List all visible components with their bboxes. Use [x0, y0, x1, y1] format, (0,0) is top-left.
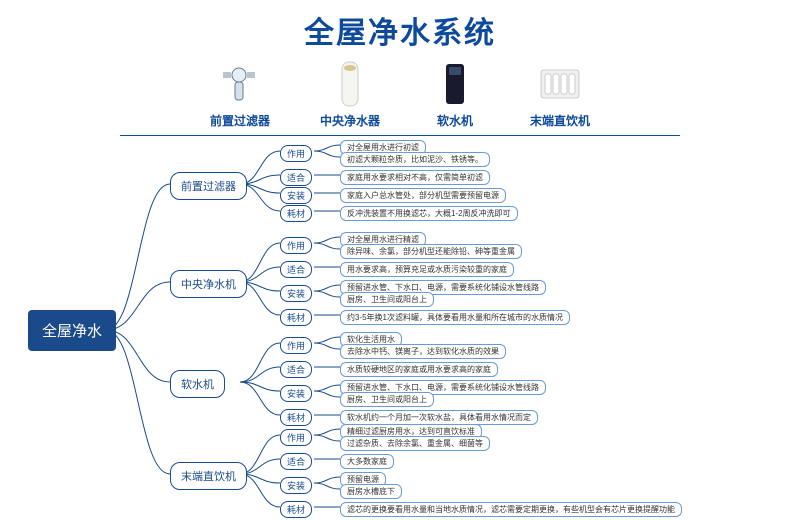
leaf-node: 去除水中钙、镁离子，达到软化水质的效果	[340, 344, 506, 359]
product-label: 末端直饮机	[530, 112, 590, 129]
divider	[120, 135, 680, 136]
attr-node: 作用	[280, 429, 312, 446]
softener-icon	[430, 58, 480, 108]
terminal-icon	[535, 58, 585, 108]
attr-node: 安装	[280, 385, 312, 402]
attr-node: 安装	[280, 285, 312, 302]
leaf-node: 初滤大颗粒杂质，比如泥沙、铁锈等。	[340, 152, 490, 167]
product-softener: 软水机	[430, 58, 480, 129]
leaf-node: 反冲洗装置不用换滤芯，大概1-2周反冲洗即可	[340, 206, 518, 221]
leaf-node: 家庭用水要求相对不高，仅需简单初滤	[340, 170, 490, 185]
product-row: 前置过滤器 中央净水器 软水机 末端直饮机	[0, 58, 800, 129]
leaf-node: 水质较硬地区的家庭或用水要求高的家庭	[340, 362, 498, 377]
leaf-node: 约3-5年换1次滤料罐，具体要看用水量和所在城市的水质情况	[340, 310, 570, 325]
attr-node: 作用	[280, 237, 312, 254]
product-terminal: 末端直饮机	[530, 58, 590, 129]
attr-node: 适合	[280, 261, 312, 278]
leaf-node: 过滤杂质、去除余氯、重金属、细菌等	[340, 436, 490, 451]
leaf-node: 用水要求高，预算充足或水质污染较重的家庭	[340, 262, 514, 277]
leaf-node: 除异味、余氯，部分机型还能除铅、砷等重金属	[340, 244, 522, 259]
attr-node: 耗材	[280, 309, 312, 326]
product-label: 前置过滤器	[210, 112, 270, 129]
category-node: 中央净水机	[170, 270, 247, 298]
leaf-node: 厨房、卫生间或阳台上	[340, 392, 434, 407]
attr-node: 耗材	[280, 205, 312, 222]
attr-node: 适合	[280, 453, 312, 470]
root-node: 全屋净水	[28, 310, 116, 351]
leaf-node: 家庭入户总水管处，部分机型需要预留电源	[340, 188, 506, 203]
prefilter-icon	[215, 58, 265, 108]
attr-node: 耗材	[280, 501, 312, 518]
category-node: 前置过滤器	[170, 172, 247, 200]
category-node: 软水机	[170, 370, 225, 398]
attr-node: 安装	[280, 477, 312, 494]
leaf-node: 厨房水槽底下	[340, 484, 402, 499]
attr-node: 适合	[280, 361, 312, 378]
attr-node: 作用	[280, 145, 312, 162]
leaf-node: 大多数家庭	[340, 454, 394, 469]
attr-node: 适合	[280, 169, 312, 186]
category-node: 末端直饮机	[170, 462, 247, 490]
product-prefilter: 前置过滤器	[210, 58, 270, 129]
product-label: 中央净水器	[320, 112, 380, 129]
attr-node: 作用	[280, 337, 312, 354]
leaf-node: 厨房、卫生间或阳台上	[340, 292, 434, 307]
product-label: 软水机	[437, 112, 473, 129]
attr-node: 安装	[280, 187, 312, 204]
product-central: 中央净水器	[320, 58, 380, 129]
attr-node: 耗材	[280, 409, 312, 426]
mindmap: 全屋净水 前置过滤器作用对全屋用水进行初滤初滤大颗粒杂质，比如泥沙、铁锈等。适合…	[0, 140, 800, 520]
leaf-node: 软水机约一个月加一次软水盐，具体看用水情况而定	[340, 410, 538, 425]
page-title: 全屋净水系统	[0, 0, 800, 52]
central-icon	[325, 58, 375, 108]
